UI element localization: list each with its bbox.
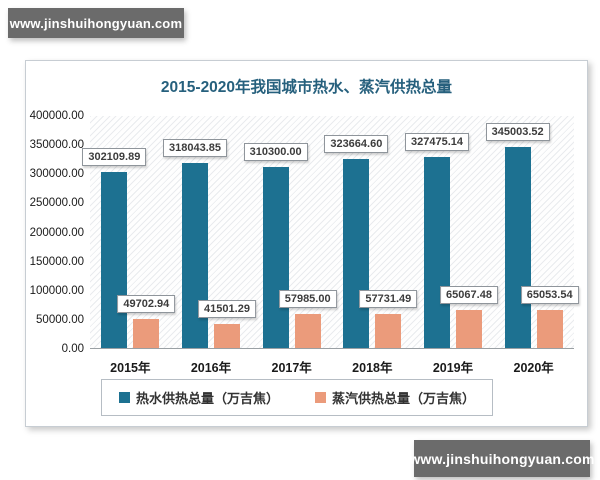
legend-item-steam: 蒸汽供热总量（万吉焦）	[315, 388, 475, 407]
bar-steam-2016年	[214, 323, 240, 348]
chart-title: 2015-2020年我国城市热水、蒸汽供热总量	[160, 79, 453, 96]
value-label-steam-2016年: 41501.29	[198, 299, 256, 318]
bar-steam-2019年	[456, 310, 482, 348]
y-tick-label: 250000.00	[29, 197, 84, 210]
x-tick-label: 2020年	[513, 361, 554, 375]
x-tick-label: 2015年	[110, 361, 151, 375]
value-label-hot-water-2017年: 310300.00	[243, 143, 308, 162]
y-tick-label: 350000.00	[29, 139, 84, 152]
plot-area: 302109.89 49702.94 318043.85 41501.29 310300…	[82, 116, 579, 349]
bar-steam-2020年	[536, 310, 563, 348]
value-label-steam-2017年: 57985.00	[278, 290, 337, 309]
value-label-steam-2019年: 65067.48	[440, 286, 498, 305]
value-label-steam-2018年: 57731.49	[359, 290, 418, 309]
bar-hot-water-2018年	[343, 159, 370, 348]
x-tick-label: 2016年	[190, 361, 232, 375]
y-tick-label: 150000.00	[29, 255, 84, 268]
bar-hot-water-2019年	[424, 157, 450, 348]
x-tick-label: 2018年	[352, 361, 393, 375]
legend: 热水供热总量（万吉焦） 蒸汽供热总量（万吉焦）	[101, 379, 493, 416]
x-tick-label: 2019年	[432, 361, 474, 375]
y-axis: 400000.00 350000.00 300000.00 250000.00 2000…	[26, 110, 84, 355]
y-tick-label: 200000.00	[29, 226, 84, 239]
y-tick-label: 400000.00	[29, 110, 84, 122]
watermark-bottom: www.jinshuihongyuan.com	[409, 440, 594, 477]
value-label-hot-water-2019年: 327475.14	[405, 133, 469, 152]
x-axis: 2015年 2016年 2017年 2018年 2019年 2020年	[90, 357, 574, 377]
y-tick-label: 50000.00	[36, 313, 84, 326]
watermark-bottom-text: www.jinshuihongyuan.com	[409, 450, 595, 467]
y-tick-label: 0.00	[61, 343, 84, 355]
bar-steam-2018年	[375, 314, 402, 348]
legend-label-steam: 蒸汽供热总量（万吉焦）	[332, 391, 476, 406]
y-tick-label: 300000.00	[29, 168, 84, 181]
bar-steam-2015年	[133, 319, 160, 348]
bar-hot-water-2015年	[101, 172, 128, 348]
value-label-hot-water-2016年: 318043.85	[163, 138, 227, 157]
value-label-steam-2020年: 65053.54	[520, 286, 579, 305]
x-tick-label: 2017年	[271, 361, 312, 375]
value-label-hot-water-2018年: 323664.60	[324, 135, 389, 154]
chart-container: 2015-2020年我国城市热水、蒸汽供热总量 400000.00 350000.…	[25, 60, 588, 427]
legend-label-hot-water: 热水供热总量（万吉焦）	[135, 391, 279, 406]
watermark-top: www.jinshuihongyuan.com	[8, 8, 184, 38]
value-label-hot-water-2015年: 302109.89	[82, 148, 147, 167]
bar-steam-2017年	[294, 314, 321, 348]
bar-hot-water-2016年	[182, 162, 208, 348]
value-label-hot-water-2020年: 345003.52	[485, 123, 550, 142]
bar-hot-water-2017年	[262, 167, 289, 348]
watermark-top-text: www.jinshuihongyuan.com	[9, 15, 183, 31]
steam-swatch-icon	[315, 392, 326, 403]
hot-water-swatch-icon	[118, 392, 130, 403]
legend-item-hot-water: 热水供热总量（万吉焦）	[118, 388, 279, 407]
bar-hot-water-2020年	[504, 147, 531, 348]
y-tick-label: 100000.00	[29, 284, 84, 297]
value-label-steam-2015年: 49702.94	[117, 295, 176, 314]
